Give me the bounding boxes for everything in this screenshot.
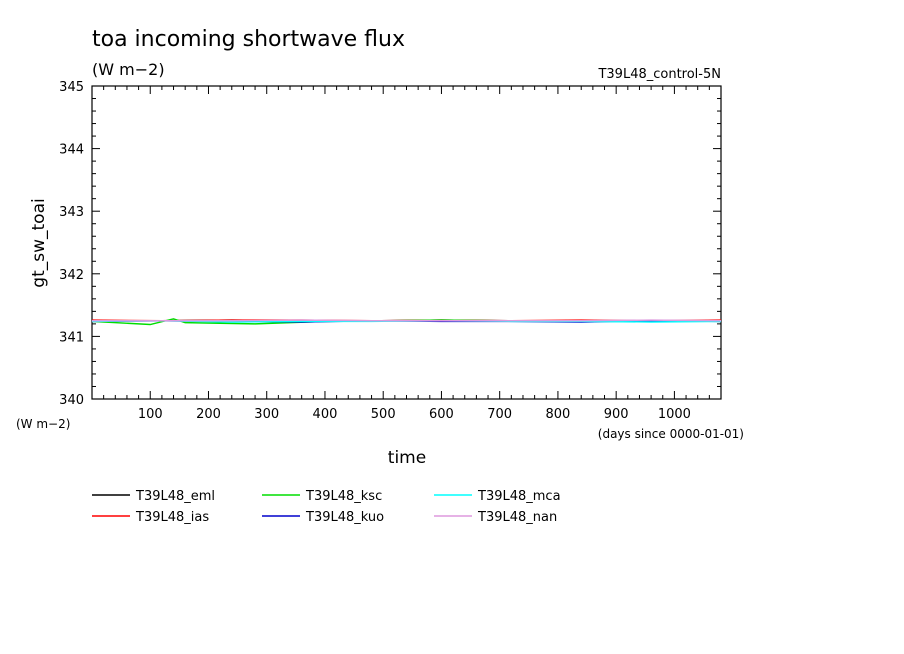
legend-label: T39L48_mca	[477, 489, 561, 504]
chart-units: (W m−2)	[92, 60, 165, 79]
chart-title: toa incoming shortwave flux	[92, 27, 405, 52]
plot-area	[91, 85, 722, 400]
y-units-label: (W m−2)	[16, 417, 70, 431]
axis-ticks	[92, 86, 721, 399]
legend-label: T39L48_ksc	[305, 489, 382, 504]
x-tick-label: 800	[546, 407, 571, 422]
y-tick-label: 344	[59, 143, 84, 158]
x-tick-label: 700	[487, 407, 512, 422]
x-tick-label: 400	[313, 407, 338, 422]
x-tick-labels: 100 200 300 400 500 600 700 800 900 1000	[138, 407, 691, 422]
y-tick-label: 345	[59, 80, 84, 95]
run-label: T39L48_control-5N	[597, 67, 721, 82]
y-tick-labels: 340 341 342 343 344 345	[59, 80, 84, 408]
x-units-label: (days since 0000-01-01)	[598, 427, 744, 441]
series-lines	[91, 318, 722, 326]
legend-label: T39L48_nan	[477, 510, 557, 525]
legend-label: T39L48_kuo	[305, 510, 384, 525]
x-tick-label: 100	[138, 407, 163, 422]
y-tick-label: 342	[59, 268, 84, 283]
y-tick-label: 343	[59, 205, 84, 220]
x-tick-label: 900	[604, 407, 629, 422]
y-tick-label: 341	[59, 330, 84, 345]
y-axis-label: gt_sw_toai	[29, 198, 49, 287]
legend: T39L48_eml T39L48_ias T39L48_ksc T39L48_kuo…	[92, 489, 561, 525]
x-tick-label: 600	[429, 407, 454, 422]
plot-border	[91, 85, 722, 400]
x-tick-label: 1000	[658, 407, 691, 422]
legend-label: T39L48_eml	[135, 489, 215, 504]
y-tick-label: 340	[59, 393, 84, 408]
legend-label: T39L48_ias	[135, 510, 209, 525]
x-tick-label: 500	[371, 407, 396, 422]
series-line-t39l48-nan	[92, 319, 722, 322]
x-tick-label: 200	[196, 407, 221, 422]
x-axis-label: time	[388, 448, 426, 468]
x-tick-label: 300	[254, 407, 279, 422]
